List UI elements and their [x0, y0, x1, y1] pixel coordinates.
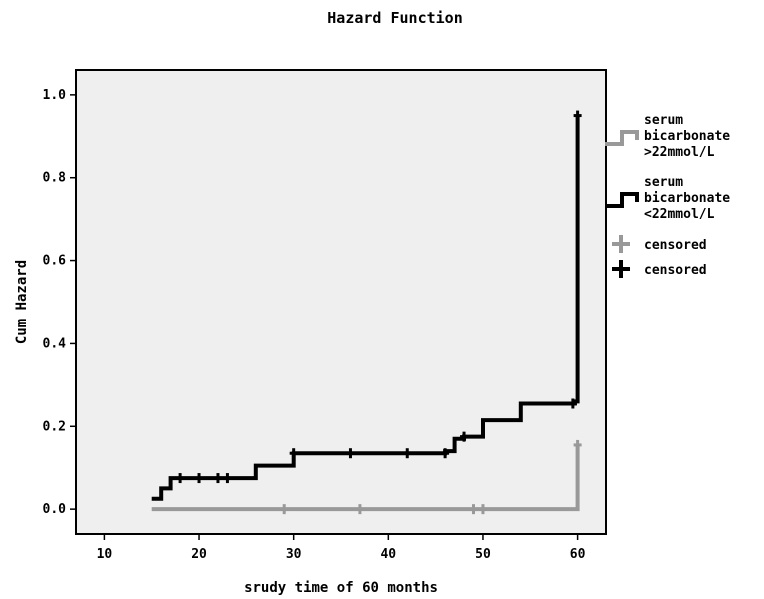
legend-label-0: >22mmol/L — [644, 145, 715, 160]
legend-label-0: bicarbonate — [644, 129, 730, 144]
x-tick-label: 10 — [97, 547, 113, 562]
y-tick-label: 0.2 — [43, 419, 66, 434]
x-tick-label: 40 — [380, 547, 396, 562]
y-tick-label: 0.4 — [43, 336, 67, 351]
legend: serumbicarbonate>22mmol/Lserumbicarbonat… — [605, 113, 730, 278]
legend-censor-icon-1 — [612, 260, 630, 278]
y-axis-label: Cum Hazard — [14, 260, 30, 344]
censor-mark — [460, 431, 469, 442]
censor-mark — [573, 439, 582, 450]
y-tick-label: 1.0 — [43, 88, 67, 103]
y-tick-label: 0.8 — [43, 171, 67, 186]
censor-mark — [213, 473, 222, 484]
plot-area — [75, 69, 607, 535]
series-line-1 — [151, 115, 580, 501]
censor-mark — [441, 448, 450, 459]
legend-label-1: <22mmol/L — [644, 207, 715, 222]
x-tick-label: 30 — [286, 547, 302, 562]
censor-mark — [478, 504, 487, 515]
censor-mark — [403, 448, 412, 459]
y-tick-label: 0.0 — [43, 502, 67, 517]
series-layer — [151, 110, 582, 515]
censor-mark — [568, 398, 577, 409]
y-tick-label: 0.6 — [43, 254, 67, 269]
censor-mark — [355, 504, 364, 515]
censor-mark — [223, 473, 232, 484]
x-axis: 10 20 30 40 50 60 — [97, 534, 586, 562]
censor-mark — [346, 448, 355, 459]
legend-censored-label-0: censored — [644, 238, 707, 253]
x-axis-label: srudy time of 60 months — [244, 580, 438, 596]
censor-mark — [573, 110, 582, 121]
legend-label-1: bicarbonate — [644, 191, 730, 206]
legend-step-icon-0 — [605, 130, 639, 146]
x-tick-label: 20 — [191, 547, 207, 562]
x-tick-label: 50 — [475, 547, 491, 562]
censor-mark — [280, 504, 289, 515]
legend-label-0: serum — [644, 113, 683, 128]
censor-mark — [289, 448, 298, 459]
censor-mark — [469, 504, 478, 515]
y-axis: 0.0 0.2 0.4 0.6 0.8 1.0 — [43, 88, 76, 517]
censor-mark — [195, 473, 204, 484]
series-line-0 — [151, 444, 580, 512]
legend-censor-icon-0 — [612, 235, 630, 253]
x-tick-label: 60 — [570, 547, 586, 562]
censor-mark — [176, 473, 185, 484]
chart-title: Hazard Function — [327, 9, 462, 27]
legend-step-icon-1 — [605, 192, 639, 208]
legend-label-1: serum — [644, 175, 683, 190]
legend-censored-label-1: censored — [644, 263, 707, 278]
